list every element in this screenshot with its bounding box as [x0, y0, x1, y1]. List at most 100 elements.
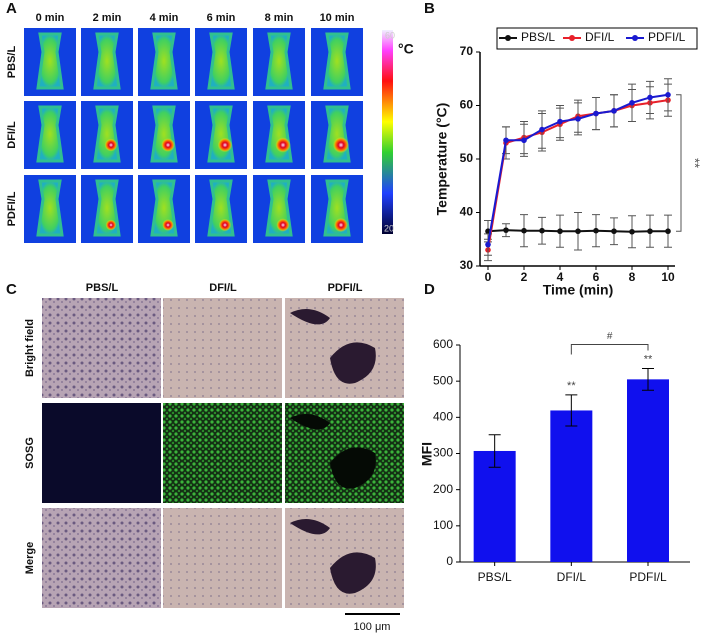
data-point	[557, 118, 563, 125]
y-tick-label: 40	[460, 205, 474, 219]
micrograph	[42, 403, 161, 503]
row-label: DFI/L	[6, 121, 18, 149]
mouse-body	[93, 32, 121, 90]
panel-label: D	[424, 281, 435, 298]
x-tick-label: 6	[593, 270, 600, 284]
colorbar	[382, 30, 393, 234]
y-tick-label: 600	[433, 337, 453, 351]
y-tick-label: 30	[460, 258, 474, 272]
mouse-body	[150, 105, 178, 163]
column-header: 10 min	[320, 12, 355, 24]
panel-label: B	[424, 0, 435, 17]
colorbar-label: 20	[384, 223, 394, 233]
data-point	[485, 241, 491, 248]
hot-spot	[218, 218, 232, 232]
column-header: 2 min	[93, 12, 122, 24]
data-point	[539, 227, 545, 234]
row-label: Bright field	[24, 319, 36, 377]
legend-box	[496, 27, 698, 50]
x-tick-label: 0	[485, 270, 492, 284]
data-point	[539, 126, 545, 133]
significance-label: #	[607, 331, 613, 342]
data-point	[521, 227, 527, 234]
colorbar-label: 60	[385, 30, 395, 40]
x-axis-label: Time (min)	[543, 282, 614, 298]
data-point	[647, 94, 653, 101]
micrograph	[163, 298, 282, 398]
hot-spot	[333, 137, 349, 153]
row-label: PDFI/L	[6, 191, 18, 226]
y-tick-label: 100	[433, 518, 453, 532]
panel-label: A	[6, 0, 17, 17]
data-point	[575, 228, 581, 235]
data-point	[629, 228, 635, 235]
data-point	[521, 137, 527, 144]
dark-region	[290, 309, 376, 384]
data-point	[575, 116, 581, 122]
micrograph	[163, 508, 282, 608]
y-tick-label: 60	[460, 98, 474, 112]
column-header: 0 min	[36, 12, 65, 24]
x-tick-label: 4	[557, 270, 564, 284]
column-header: DFI/L	[209, 282, 237, 294]
x-tick-label: DFI/L	[557, 570, 587, 584]
mouse-body	[265, 32, 293, 90]
y-tick-label: 70	[460, 44, 474, 58]
x-tick-label: 2	[521, 270, 528, 284]
row-label: Merge	[24, 542, 36, 574]
column-header: 8 min	[265, 12, 294, 24]
row-label: PBS/L	[6, 46, 18, 79]
bar	[473, 450, 516, 562]
x-tick-label: 8	[629, 270, 636, 284]
dark-region	[290, 519, 376, 594]
error-bar	[488, 434, 501, 468]
mouse-body	[36, 179, 64, 237]
column-header: PDFI/L	[328, 282, 363, 294]
data-point	[611, 108, 617, 114]
legend-label: PBS/L	[521, 30, 555, 44]
legend-marker	[632, 35, 638, 41]
hot-spot	[276, 218, 290, 232]
mouse-body	[265, 105, 293, 163]
x-tick-label: PBS/L	[478, 570, 512, 584]
x-tick-label: 10	[661, 270, 675, 284]
column-header: PBS/L	[86, 282, 119, 294]
error-bar	[642, 368, 654, 391]
micrograph	[42, 508, 161, 608]
row-label: SOSG	[24, 437, 36, 469]
hot-spot	[217, 137, 233, 153]
mouse-body	[36, 32, 64, 90]
mouse-body	[207, 32, 235, 90]
significance-label: **	[688, 158, 703, 168]
x-tick-label: PDFI/L	[629, 570, 667, 584]
column-header: 6 min	[207, 12, 236, 24]
data-point	[629, 100, 635, 106]
significance-bracket	[676, 94, 682, 232]
y-axis-label: Temperature (°C)	[434, 103, 450, 216]
mouse-body	[150, 32, 178, 90]
y-axis-label: MFI	[419, 442, 435, 466]
hot-spot	[104, 138, 118, 152]
column-header: 4 min	[150, 12, 179, 24]
data-point	[665, 228, 671, 235]
mouse-body	[207, 105, 235, 163]
data-point	[503, 227, 509, 233]
significance-label: **	[567, 380, 576, 392]
mouse-body	[36, 105, 64, 163]
bar	[627, 379, 669, 562]
mouse-body	[93, 105, 121, 163]
bar	[550, 410, 593, 562]
data-point	[593, 110, 599, 117]
data-point	[503, 137, 509, 144]
micrograph	[42, 298, 161, 398]
scale-bar-label: 100 μm	[354, 621, 391, 633]
y-tick-label: 500	[433, 373, 453, 387]
hot-spot	[161, 138, 175, 152]
data-point	[665, 92, 671, 98]
y-tick-label: 50	[460, 151, 474, 165]
micrograph	[163, 403, 282, 503]
legend-label: PDFI/L	[648, 30, 686, 44]
significance-label: **	[644, 353, 653, 365]
